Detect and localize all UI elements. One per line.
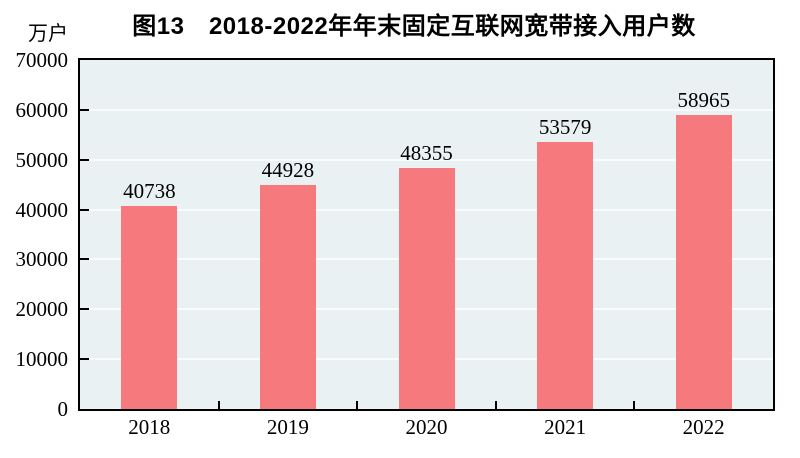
bar-2021 [537, 141, 594, 409]
bar-value-label-2021: 53579 [538, 114, 592, 139]
x-axis-tick-labels: 2018 2019 2020 2021 2022 [80, 415, 773, 439]
x-tick-mark-4 [633, 401, 636, 409]
bar-value-label-2020: 48355 [400, 140, 453, 165]
bar-2020 [398, 167, 455, 409]
x-tick-mark-3 [494, 401, 497, 409]
y-tick-mark-50000 [80, 158, 89, 161]
y-tick-mark-20000 [80, 308, 89, 311]
x-tick-mark-2 [356, 401, 359, 409]
y-tick-label-20000: 20000 [15, 297, 69, 322]
chart-title: 图13 2018-2022年年末固定互联网宽带接入用户数 [132, 13, 696, 40]
y-tick-mark-10000 [80, 358, 89, 361]
bar-value-label-2019: 44928 [261, 158, 315, 183]
plot-area: 40738 44928 48355 53579 58965 [78, 58, 775, 411]
bar-value-label-2018: 40738 [123, 178, 176, 203]
gridline-50000 [80, 158, 773, 161]
y-tick-label-50000: 50000 [15, 147, 69, 172]
y-axis-unit-label: 万户 [28, 23, 68, 45]
x-tick-mark-1 [217, 401, 220, 409]
bar-2018 [121, 205, 178, 409]
x-tick-label-2020: 2020 [405, 415, 448, 439]
bar-2022 [675, 115, 732, 409]
x-tick-label-2018: 2018 [128, 415, 171, 439]
y-tick-mark-60000 [80, 108, 89, 111]
y-tick-label-0: 0 [57, 397, 69, 421]
bar-2019 [259, 185, 316, 409]
x-tick-label-2022: 2022 [682, 415, 725, 439]
x-tick-label-2019: 2019 [266, 415, 309, 439]
y-tick-mark-40000 [80, 208, 89, 211]
y-tick-label-30000: 30000 [15, 247, 69, 272]
y-tick-label-40000: 40000 [15, 197, 69, 222]
gridline-60000 [80, 108, 773, 111]
y-tick-label-60000: 60000 [15, 97, 69, 122]
y-axis-tick-labels: 0 10000 20000 30000 40000 50000 60000 70000 [0, 49, 69, 420]
y-tick-mark-30000 [80, 258, 89, 261]
bar-value-label-2022: 58965 [677, 88, 730, 113]
x-tick-label-2021: 2021 [544, 415, 587, 439]
y-tick-label-70000: 70000 [15, 48, 69, 72]
y-tick-label-10000: 10000 [15, 347, 69, 372]
